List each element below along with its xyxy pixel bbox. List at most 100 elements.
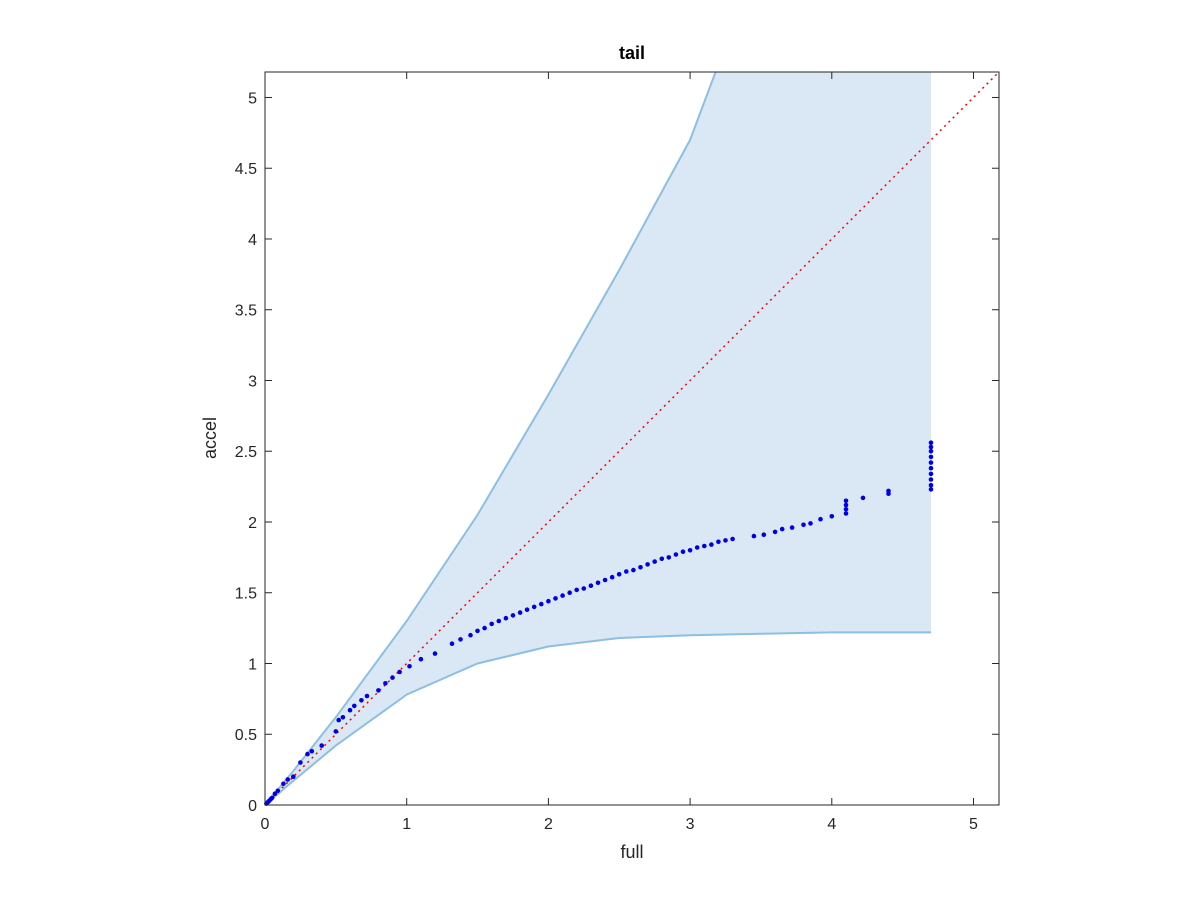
y-tick-label: 3 (248, 373, 257, 390)
data-point (383, 681, 388, 686)
data-point (524, 607, 530, 612)
data-point (272, 791, 278, 796)
data-point (928, 477, 934, 482)
data-point (275, 788, 281, 794)
data-points (264, 440, 934, 806)
y-tick-label: 2 (248, 515, 257, 532)
data-point (843, 507, 849, 512)
data-point (928, 487, 934, 492)
data-point (333, 729, 339, 734)
y-tick-label: 4.5 (235, 161, 257, 178)
x-tick-label: 4 (827, 816, 836, 833)
data-point (602, 577, 608, 583)
data-point (843, 498, 849, 504)
data-point (468, 632, 473, 638)
data-point (687, 548, 693, 553)
reference-line (264, 71, 1000, 806)
data-point (772, 529, 778, 535)
y-tick-label: 1 (248, 656, 257, 673)
data-point (319, 743, 325, 748)
data-point (609, 574, 615, 580)
data-point (359, 698, 364, 703)
y-tick-label: 1.5 (235, 586, 257, 603)
data-point (517, 610, 523, 615)
data-point (376, 688, 381, 693)
data-point (336, 717, 342, 723)
data-point (553, 596, 558, 601)
data-point (779, 526, 785, 532)
x-axis-label: full (620, 842, 643, 862)
plot-area: 0 1 2 3 4 5 0 0.5 1 1.5 2 2.5 3 3.5 4 4.5 5 (235, 71, 1000, 833)
data-point (928, 460, 934, 465)
data-point (281, 781, 286, 787)
data-point (432, 651, 438, 656)
data-point (449, 641, 455, 646)
data-point (418, 656, 424, 662)
data-point (808, 521, 813, 526)
data-point (829, 514, 835, 519)
y-tick-label: 4 (248, 232, 257, 249)
data-point (581, 586, 587, 591)
data-point (631, 567, 636, 573)
x-tick-label: 0 (261, 816, 270, 833)
y-axis-label: accel (200, 417, 220, 459)
data-point (539, 601, 544, 607)
x-tick-label: 2 (544, 816, 553, 833)
data-point (730, 536, 735, 542)
data-point (309, 748, 315, 754)
data-point (595, 580, 601, 586)
data-point (638, 565, 643, 570)
data-point (928, 471, 934, 477)
data-point (666, 555, 672, 560)
data-point (458, 637, 463, 642)
data-point (928, 454, 934, 460)
data-point (616, 572, 622, 577)
y-tick-label: 0 (248, 798, 257, 815)
data-point (364, 693, 370, 699)
data-point (347, 707, 353, 713)
data-point (709, 542, 714, 547)
chart-title: tail (619, 43, 645, 63)
data-point (340, 715, 346, 720)
data-point (496, 618, 502, 624)
data-point (652, 559, 657, 564)
data-point (694, 545, 700, 550)
data-point (407, 664, 412, 669)
data-point (305, 751, 310, 757)
data-point (546, 598, 551, 604)
data-point (659, 556, 665, 562)
reference-line-layer (264, 71, 1000, 806)
y-tick-label: 0.5 (235, 727, 257, 744)
data-point (352, 703, 357, 709)
data-point (886, 488, 891, 494)
data-point (567, 590, 572, 595)
x-tick-label: 5 (969, 816, 978, 833)
y-tick-label: 2.5 (235, 444, 257, 461)
axes-box (264, 71, 1000, 806)
data-point (801, 522, 806, 528)
data-point (673, 552, 679, 557)
data-point (291, 774, 296, 779)
x-tick-label: 3 (686, 816, 695, 833)
data-point (860, 495, 866, 501)
data-point (588, 583, 594, 588)
data-point (503, 615, 509, 621)
y-tick-label: 5 (248, 90, 257, 107)
data-point (789, 525, 795, 530)
data-point (390, 675, 395, 680)
data-point (574, 587, 579, 593)
data-point (751, 533, 757, 539)
x-tick-label: 1 (402, 816, 411, 833)
data-point (510, 613, 516, 618)
data-point (560, 593, 565, 598)
data-point (843, 511, 849, 516)
data-point (928, 440, 934, 446)
band-fill (265, 72, 931, 805)
band-lower-edge (264, 631, 931, 806)
x-ticks: 0 1 2 3 4 5 (261, 72, 978, 833)
data-point (531, 604, 537, 610)
y-ticks: 0 0.5 1 1.5 2 2.5 3 3.5 4 4.5 5 (235, 90, 999, 815)
data-point (285, 777, 291, 782)
data-point (716, 539, 721, 545)
data-point (818, 516, 823, 522)
